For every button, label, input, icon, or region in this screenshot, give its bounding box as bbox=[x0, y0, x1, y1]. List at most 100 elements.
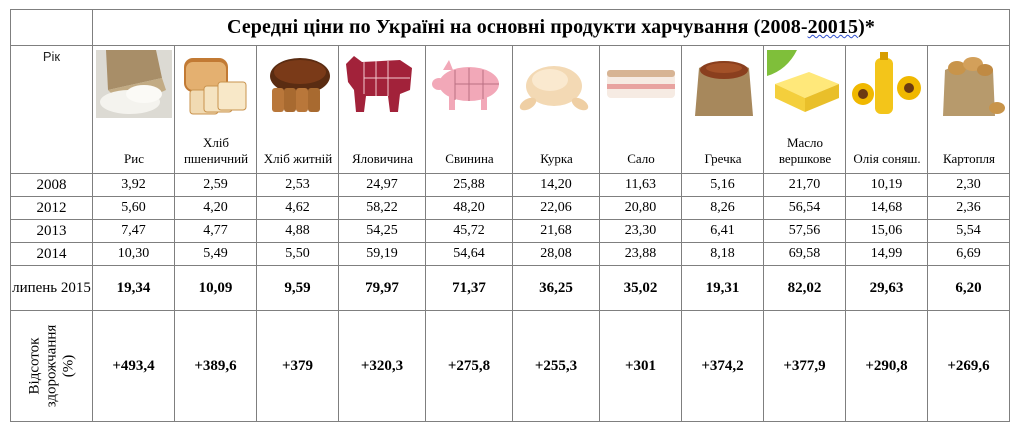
percent-cell: +377,9 bbox=[763, 310, 846, 422]
price-cell: 29,63 bbox=[845, 265, 928, 311]
price-cell: 25,88 bbox=[425, 173, 513, 197]
price-cell: 8,18 bbox=[681, 242, 764, 266]
percent-cell: +389,6 bbox=[174, 310, 257, 422]
price-cell: 4,88 bbox=[256, 219, 339, 243]
year-header: Рік bbox=[10, 45, 93, 174]
price-cell: 3,92 bbox=[92, 173, 175, 197]
product-header-buckwheat: Гречка bbox=[681, 45, 764, 174]
product-header-chicken: Курка bbox=[512, 45, 600, 174]
price-cell: 14,68 bbox=[845, 196, 928, 220]
price-cell: 48,20 bbox=[425, 196, 513, 220]
percent-cell: +275,8 bbox=[425, 310, 513, 422]
product-header-rice: Рис bbox=[92, 45, 175, 174]
product-header-butter: Масло вершкове bbox=[763, 45, 846, 174]
price-cell: 71,37 bbox=[425, 265, 513, 311]
price-cell: 82,02 bbox=[763, 265, 846, 311]
product-header-wheat-bread: Хліб пшеничний bbox=[174, 45, 257, 174]
table-row: 2014 10,30 5,49 5,50 59,19 54,64 28,08 2… bbox=[10, 242, 1010, 266]
price-increase-label: Відсоток здорожчання (%) bbox=[26, 324, 76, 408]
product-name: Хліб житній bbox=[263, 151, 333, 166]
price-cell: 19,34 bbox=[92, 265, 175, 311]
year-cell: 2012 bbox=[10, 196, 93, 220]
price-cell: 6,69 bbox=[927, 242, 1010, 266]
price-cell: 2,36 bbox=[927, 196, 1010, 220]
price-cell: 23,88 bbox=[599, 242, 682, 266]
price-cell: 28,08 bbox=[512, 242, 600, 266]
price-cell: 7,47 bbox=[92, 219, 175, 243]
product-name: Курка bbox=[540, 151, 573, 166]
price-cell: 5,60 bbox=[92, 196, 175, 220]
price-cell: 10,09 bbox=[174, 265, 257, 311]
price-cell: 56,54 bbox=[763, 196, 846, 220]
percent-cell: +374,2 bbox=[681, 310, 764, 422]
price-cell: 35,02 bbox=[599, 265, 682, 311]
year-cell: 2013 bbox=[10, 219, 93, 243]
price-cell: 5,49 bbox=[174, 242, 257, 266]
price-cell: 4,20 bbox=[174, 196, 257, 220]
price-cell: 9,59 bbox=[256, 265, 339, 311]
price-cell: 10,30 bbox=[92, 242, 175, 266]
price-cell: 79,97 bbox=[338, 265, 426, 311]
title-underlined-year: 20015 bbox=[807, 16, 859, 38]
price-cell: 2,30 bbox=[927, 173, 1010, 197]
rye-bread-icon bbox=[260, 50, 336, 118]
product-header-sunflower-oil: Олія соняш. bbox=[845, 45, 928, 174]
butter-icon bbox=[767, 50, 843, 118]
price-cell: 6,20 bbox=[927, 265, 1010, 311]
product-name: Яловичина bbox=[352, 151, 413, 166]
sunflower-oil-icon bbox=[849, 50, 925, 118]
beef-cuts-icon bbox=[342, 50, 418, 118]
price-cell: 54,25 bbox=[338, 219, 426, 243]
price-cell: 14,99 bbox=[845, 242, 928, 266]
percent-cell: +255,3 bbox=[512, 310, 600, 422]
price-cell: 5,50 bbox=[256, 242, 339, 266]
year-cell: 2008 bbox=[10, 173, 93, 197]
price-cell: 24,97 bbox=[338, 173, 426, 197]
product-header-pork: Свинина bbox=[425, 45, 513, 174]
percent-cell: +301 bbox=[599, 310, 682, 422]
product-name: Хліб пшеничний bbox=[183, 135, 249, 166]
price-cell: 5,16 bbox=[681, 173, 764, 197]
price-increase-row: Відсоток здорожчання (%) +493,4 +389,6 +… bbox=[10, 310, 1010, 422]
product-header-potato: Картопля bbox=[927, 45, 1010, 174]
price-cell: 22,06 bbox=[512, 196, 600, 220]
product-name: Сало bbox=[627, 151, 655, 166]
price-cell: 57,56 bbox=[763, 219, 846, 243]
table-row: 2008 3,92 2,59 2,53 24,97 25,88 14,20 11… bbox=[10, 173, 1010, 197]
buckwheat-sack-icon bbox=[685, 50, 761, 118]
price-cell: 59,19 bbox=[338, 242, 426, 266]
price-table: Середні ціни по Україні на основні проду… bbox=[10, 9, 1010, 422]
price-cell: 2,53 bbox=[256, 173, 339, 197]
price-cell: 6,41 bbox=[681, 219, 764, 243]
price-cell: 54,64 bbox=[425, 242, 513, 266]
price-cell: 15,06 bbox=[845, 219, 928, 243]
product-name: Гречка bbox=[704, 151, 742, 166]
price-increase-label-cell: Відсоток здорожчання (%) bbox=[10, 310, 93, 422]
rice-sack-icon bbox=[96, 50, 172, 118]
product-name: Олія соняш. bbox=[853, 151, 921, 166]
raw-chicken-icon bbox=[516, 50, 592, 118]
price-cell: 4,77 bbox=[174, 219, 257, 243]
percent-cell: +290,8 bbox=[845, 310, 928, 422]
price-cell: 19,31 bbox=[681, 265, 764, 311]
product-name: Свинина bbox=[445, 151, 494, 166]
wheat-bread-icon bbox=[178, 50, 254, 118]
table-title: Середні ціни по Україні на основні проду… bbox=[92, 9, 1010, 46]
price-cell: 4,62 bbox=[256, 196, 339, 220]
percent-cell: +269,6 bbox=[927, 310, 1010, 422]
price-cell: 45,72 bbox=[425, 219, 513, 243]
price-cell: 23,30 bbox=[599, 219, 682, 243]
price-cell: 11,63 bbox=[599, 173, 682, 197]
price-cell: 69,58 bbox=[763, 242, 846, 266]
table-row: 2012 5,60 4,20 4,62 58,22 48,20 22,06 20… bbox=[10, 196, 1010, 220]
salo-icon bbox=[603, 50, 679, 118]
price-cell: 14,20 bbox=[512, 173, 600, 197]
title-main: Середні ціни по Україні на основні проду… bbox=[227, 16, 808, 38]
july-2015-row: липень 2015 19,34 10,09 9,59 79,97 71,37… bbox=[10, 265, 1010, 311]
potato-sack-icon bbox=[931, 50, 1007, 118]
pork-cuts-icon bbox=[429, 50, 505, 118]
price-cell: 8,26 bbox=[681, 196, 764, 220]
product-header-rye-bread: Хліб житній bbox=[256, 45, 339, 174]
year-cell: 2014 bbox=[10, 242, 93, 266]
percent-cell: +379 bbox=[256, 310, 339, 422]
